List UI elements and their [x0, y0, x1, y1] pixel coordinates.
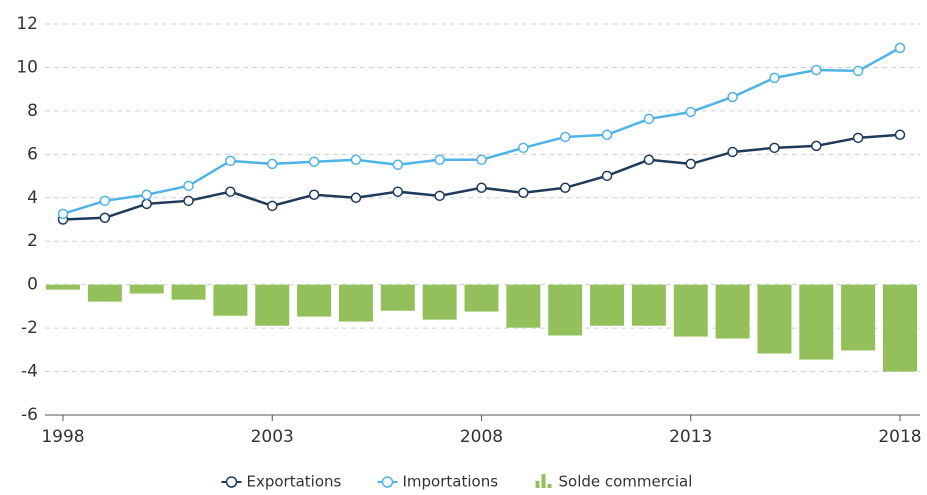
y-tick-label: 0: [27, 275, 38, 295]
point: [601, 129, 613, 141]
point: [267, 158, 278, 170]
legend-label: Solde commercial: [559, 473, 693, 491]
y-tick-label: 10: [16, 57, 38, 77]
x-tick-label: 2003: [251, 427, 294, 447]
bar: [171, 284, 206, 300]
point: [183, 195, 194, 207]
point: [894, 129, 906, 141]
x-tick-label: 2018: [878, 427, 921, 447]
y-tick-label: 8: [27, 101, 38, 121]
bar: [380, 284, 415, 311]
bar: [87, 284, 122, 302]
point: [476, 154, 487, 166]
point: [643, 154, 655, 166]
y-tick-label: -4: [21, 362, 38, 382]
point: [476, 182, 487, 194]
point: [99, 195, 111, 207]
legend-icon: [541, 474, 546, 488]
bar: [297, 284, 332, 317]
point: [225, 155, 236, 167]
point: [685, 106, 696, 118]
point: [518, 187, 529, 199]
point: [57, 208, 69, 220]
bar: [757, 284, 792, 354]
y-tick-label: 2: [27, 231, 38, 251]
bar: [255, 284, 290, 326]
point: [852, 132, 864, 144]
bar: [715, 284, 750, 339]
y-tick-label: -2: [21, 318, 38, 338]
y-tick-label: 6: [27, 144, 38, 164]
point: [601, 170, 613, 182]
point: [225, 186, 236, 197]
x-tick-label: 2008: [460, 427, 503, 447]
y-tick-label: -6: [21, 405, 38, 425]
legend-label: Importations: [403, 473, 499, 491]
x-tick-label: 2013: [669, 427, 712, 447]
bar: [213, 284, 248, 316]
point: [685, 158, 696, 170]
point: [559, 182, 571, 194]
point: [308, 156, 320, 167]
point: [434, 154, 445, 166]
point: [392, 186, 404, 197]
point: [99, 212, 111, 224]
bar: [673, 284, 708, 337]
point: [141, 198, 152, 210]
point: [308, 189, 320, 200]
x-tick-label: 1998: [41, 427, 84, 447]
bar: [590, 284, 625, 326]
legend-icon: [535, 481, 540, 488]
legend-icon: [547, 484, 552, 488]
legend-label: Exportations: [247, 473, 342, 491]
point: [811, 64, 822, 76]
point: [434, 190, 445, 202]
legend-icon: [225, 476, 238, 488]
point: [350, 154, 362, 166]
bar: [799, 284, 834, 360]
point: [811, 140, 822, 152]
point: [267, 200, 278, 212]
point: [643, 113, 655, 125]
y-tick-label: 4: [27, 188, 38, 208]
bar: [338, 284, 373, 322]
point: [894, 42, 906, 54]
point: [141, 189, 152, 200]
bar: [841, 284, 876, 351]
point: [350, 192, 362, 204]
bar: [631, 284, 666, 326]
legend-icon: [381, 476, 394, 488]
point: [518, 142, 529, 154]
point: [852, 65, 864, 77]
bar: [464, 284, 499, 312]
bar: [46, 284, 80, 290]
point: [392, 159, 404, 171]
point: [727, 91, 738, 103]
y-tick-label: 12: [16, 14, 38, 34]
point: [183, 180, 194, 192]
bar: [129, 284, 164, 294]
point: [769, 72, 780, 84]
bar: [548, 284, 583, 336]
bar: [506, 284, 541, 328]
bar: [422, 284, 457, 320]
point: [727, 146, 738, 158]
point: [769, 142, 780, 154]
bar: [883, 284, 917, 372]
point: [559, 131, 571, 143]
